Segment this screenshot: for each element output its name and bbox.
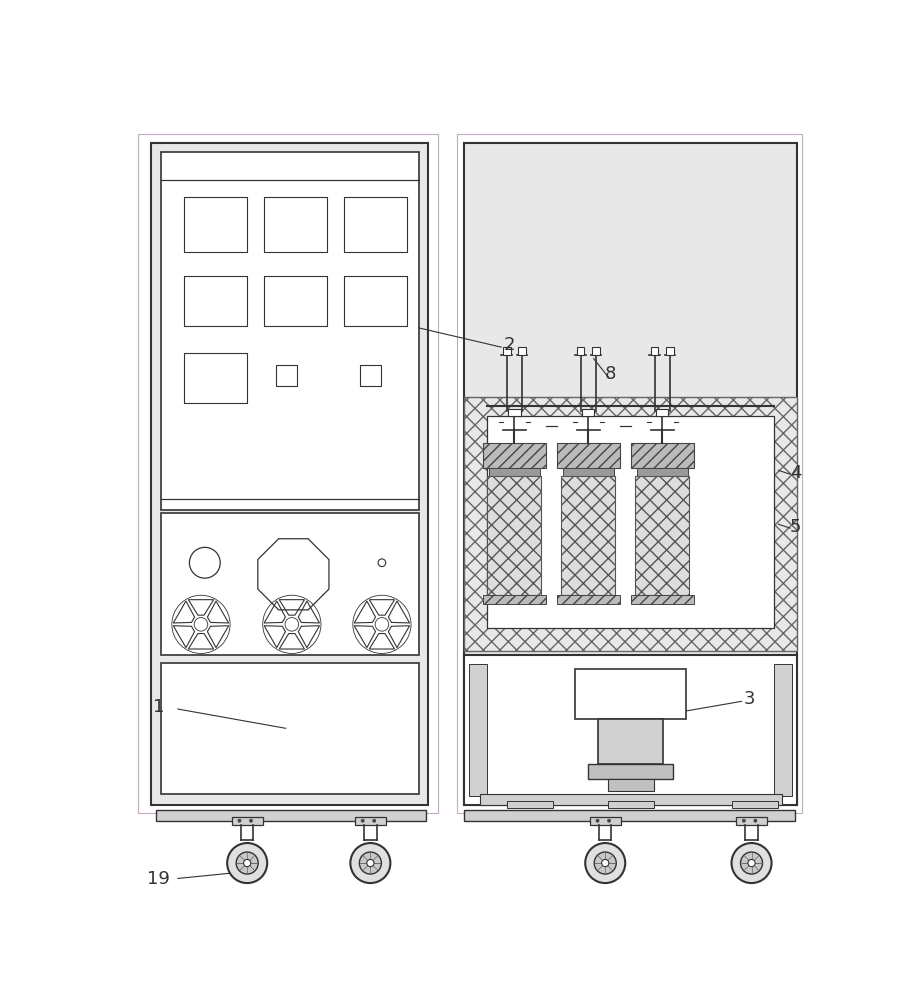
- Bar: [479, 794, 781, 805]
- Bar: [598, 719, 662, 764]
- Bar: [231, 817, 262, 825]
- Bar: [561, 476, 615, 595]
- Circle shape: [601, 859, 609, 867]
- Circle shape: [250, 819, 252, 822]
- Bar: [482, 443, 546, 468]
- Bar: [184, 276, 247, 326]
- Text: 19: 19: [147, 870, 169, 888]
- Text: 8: 8: [604, 365, 616, 383]
- Bar: [184, 197, 247, 252]
- Circle shape: [585, 843, 625, 883]
- Text: 2: 2: [503, 336, 514, 354]
- Bar: [735, 817, 766, 825]
- Bar: [556, 443, 619, 468]
- Bar: [488, 468, 539, 476]
- Bar: [556, 595, 619, 604]
- Bar: [665, 347, 673, 355]
- Bar: [589, 817, 620, 825]
- Bar: [636, 468, 687, 476]
- Bar: [343, 276, 407, 326]
- Circle shape: [236, 852, 258, 874]
- Bar: [575, 669, 685, 719]
- Bar: [464, 143, 796, 805]
- Bar: [588, 764, 672, 779]
- Text: 3: 3: [742, 690, 754, 708]
- Circle shape: [350, 843, 390, 883]
- Bar: [502, 347, 510, 355]
- Bar: [486, 476, 541, 595]
- Text: 4: 4: [789, 464, 800, 482]
- Bar: [486, 416, 773, 628]
- Bar: [138, 134, 437, 813]
- Circle shape: [607, 819, 610, 822]
- Circle shape: [595, 819, 599, 822]
- Bar: [591, 347, 599, 355]
- Bar: [630, 443, 693, 468]
- Bar: [562, 468, 613, 476]
- Circle shape: [753, 819, 756, 822]
- Circle shape: [740, 852, 762, 874]
- Bar: [343, 197, 407, 252]
- Bar: [731, 801, 777, 808]
- Circle shape: [742, 819, 744, 822]
- Bar: [517, 347, 526, 355]
- Bar: [630, 595, 693, 604]
- Bar: [607, 779, 653, 791]
- Bar: [655, 409, 668, 416]
- Circle shape: [227, 843, 267, 883]
- Bar: [482, 595, 546, 604]
- Circle shape: [243, 859, 251, 867]
- Circle shape: [366, 859, 374, 867]
- Bar: [150, 143, 427, 805]
- Bar: [507, 409, 520, 416]
- Bar: [264, 276, 327, 326]
- Bar: [576, 347, 584, 355]
- Bar: [160, 513, 418, 655]
- Circle shape: [731, 843, 771, 883]
- Bar: [464, 655, 796, 805]
- Bar: [468, 664, 486, 796]
- Bar: [354, 817, 385, 825]
- Circle shape: [373, 819, 375, 822]
- Bar: [607, 801, 653, 808]
- Bar: [160, 663, 418, 794]
- Bar: [275, 365, 297, 386]
- Circle shape: [747, 859, 754, 867]
- Bar: [773, 664, 792, 796]
- Bar: [359, 365, 381, 386]
- Bar: [457, 134, 802, 813]
- Circle shape: [359, 852, 381, 874]
- Bar: [264, 197, 327, 252]
- Bar: [160, 152, 418, 510]
- Bar: [464, 810, 794, 821]
- Circle shape: [361, 819, 363, 822]
- Bar: [650, 347, 658, 355]
- Bar: [581, 409, 594, 416]
- Circle shape: [238, 819, 241, 822]
- Text: 5: 5: [789, 518, 800, 536]
- Bar: [184, 353, 247, 403]
- Bar: [464, 397, 796, 651]
- Bar: [507, 801, 552, 808]
- Circle shape: [594, 852, 616, 874]
- Text: 1: 1: [153, 698, 164, 716]
- Bar: [156, 810, 425, 821]
- Bar: [635, 476, 689, 595]
